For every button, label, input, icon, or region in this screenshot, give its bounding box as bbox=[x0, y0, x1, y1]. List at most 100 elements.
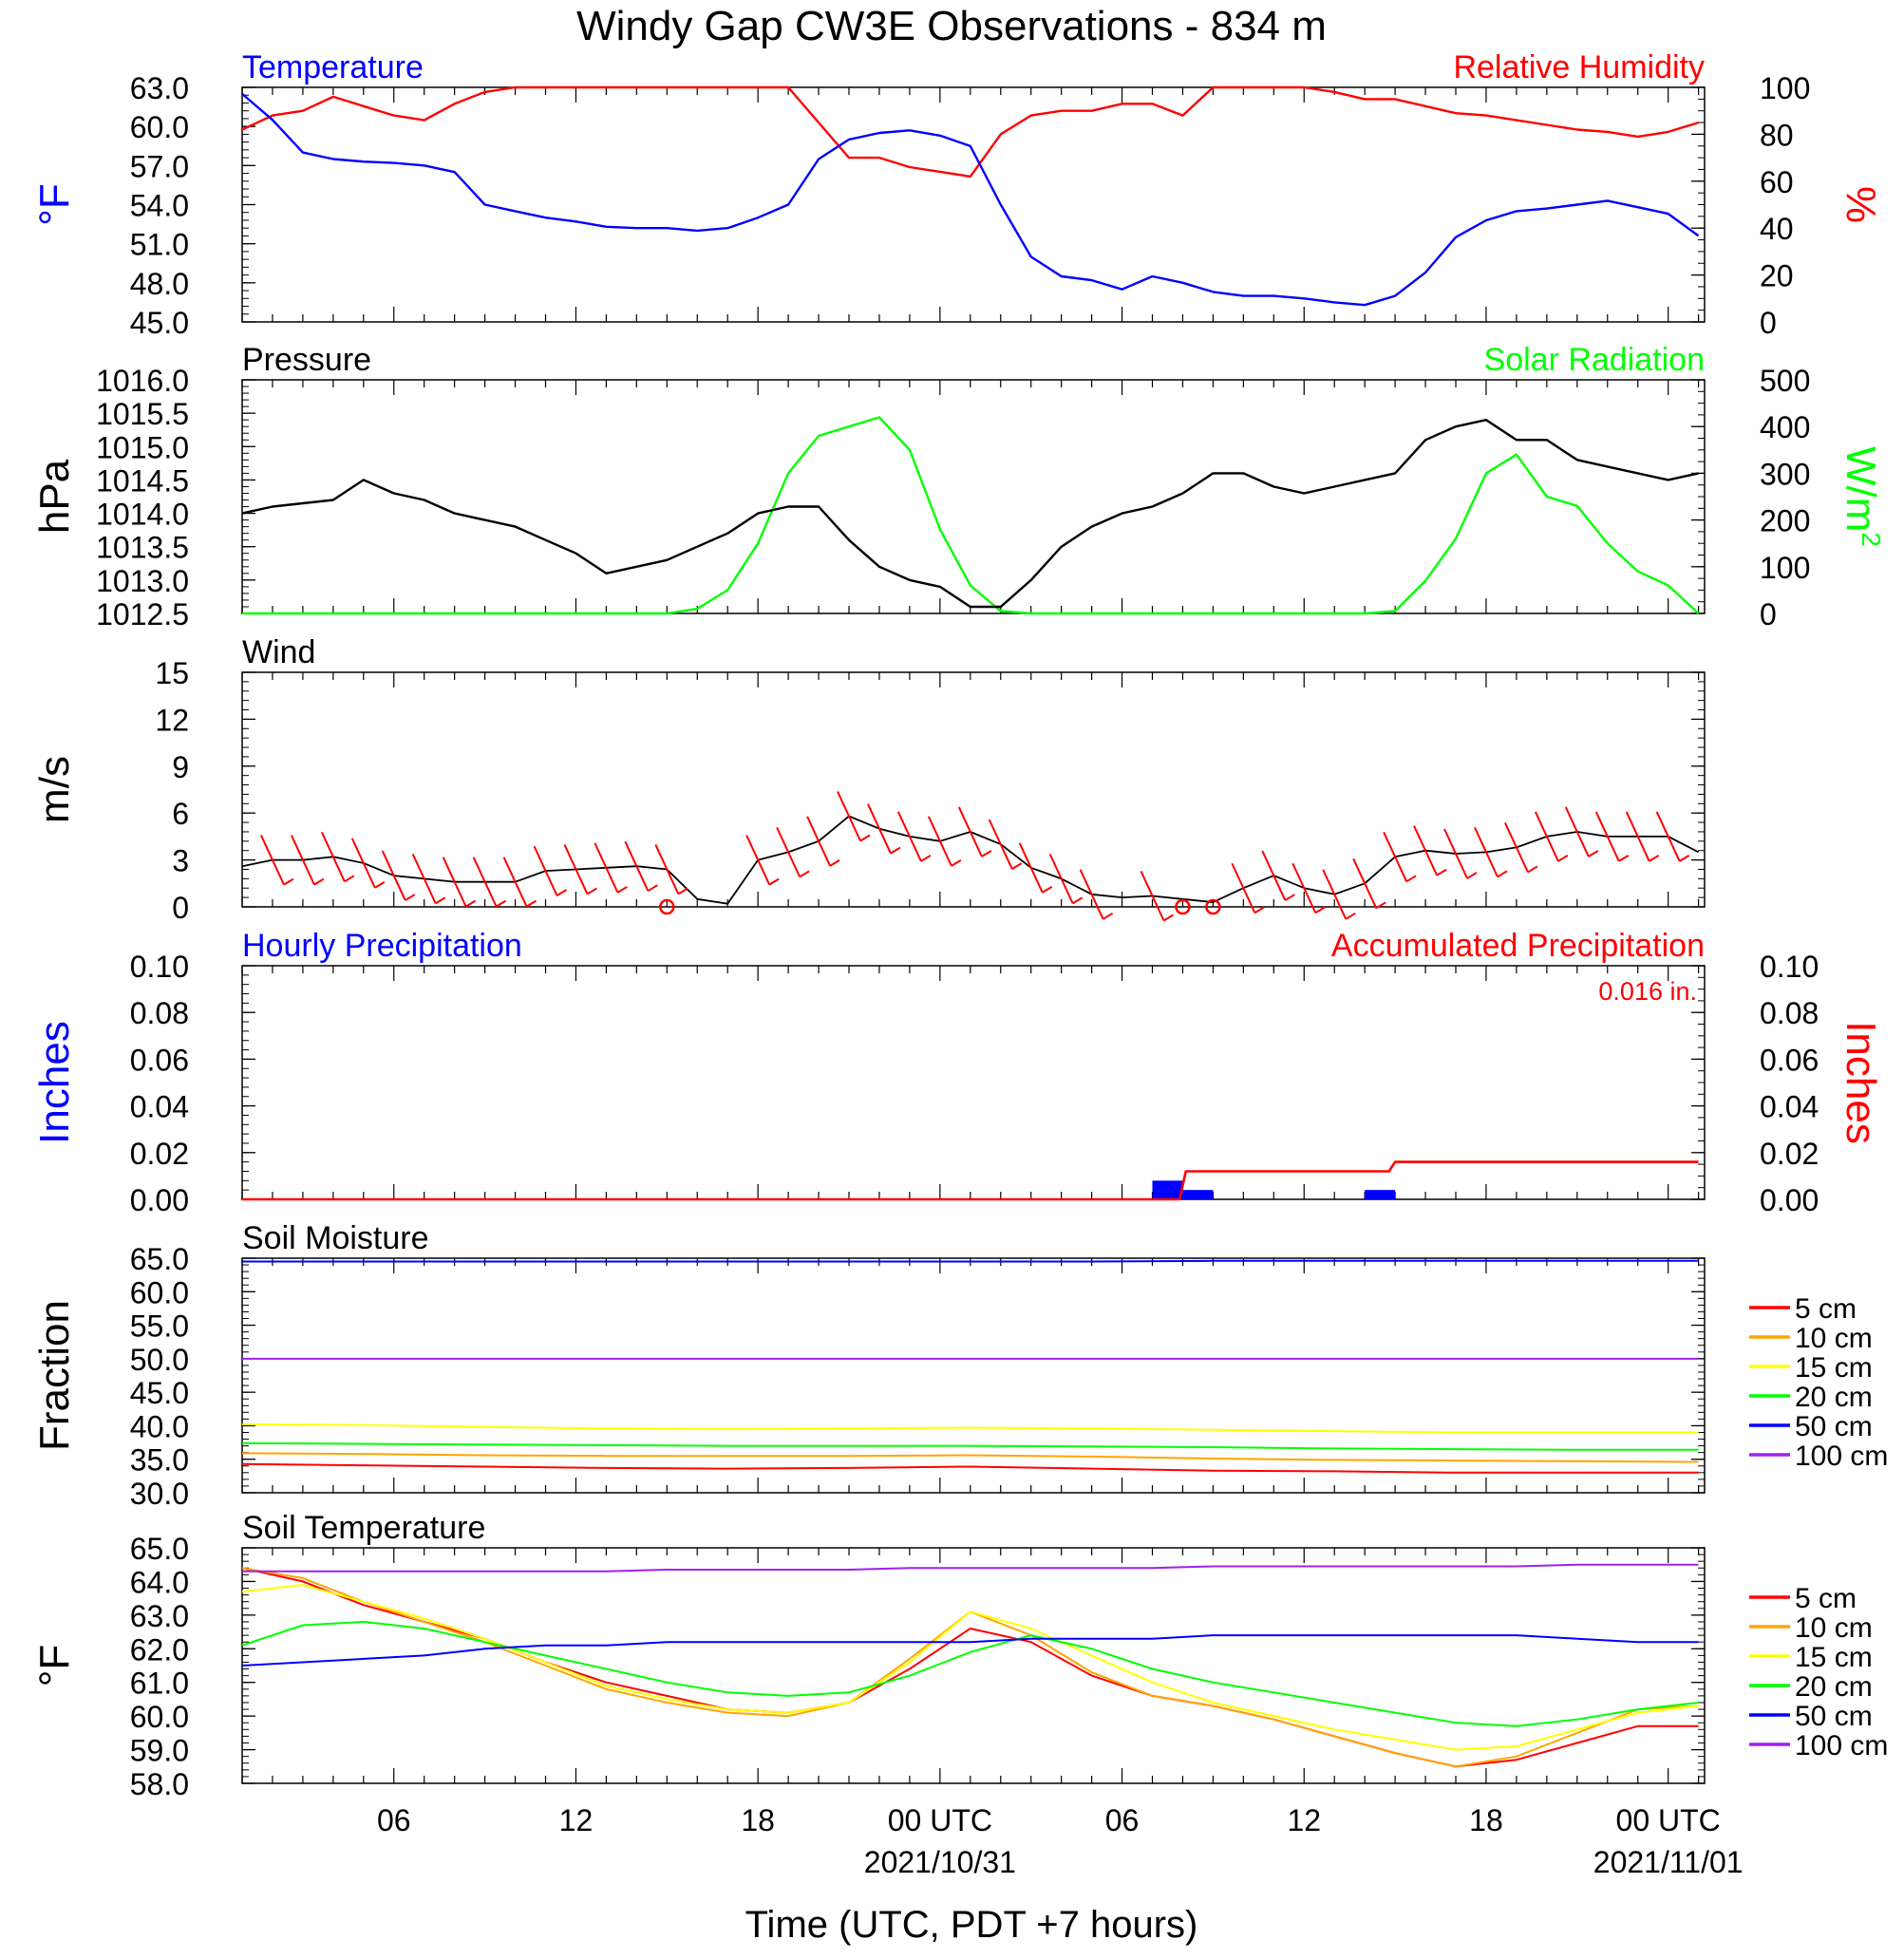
right-unit-4: Inches bbox=[1838, 1021, 1884, 1144]
y-tick-label-4: 0.10 bbox=[130, 950, 189, 984]
legend-label-5: 15 cm bbox=[1795, 1352, 1873, 1384]
wind-barb bbox=[381, 850, 406, 901]
left-unit-2: hPa bbox=[31, 459, 78, 534]
y2-tick-label-4: 0.02 bbox=[1760, 1137, 1819, 1171]
temperature-line bbox=[241, 92, 1700, 307]
soil-moisture-line-10cm bbox=[241, 1452, 1699, 1463]
panel-1-left-label: Temperature bbox=[242, 49, 424, 85]
wind-barb-flag bbox=[1557, 855, 1569, 862]
wind-barb bbox=[1352, 857, 1378, 909]
y-tick-label-6: 61.0 bbox=[130, 1667, 189, 1701]
wind-barb-flag bbox=[313, 877, 325, 886]
wind-barb-flag bbox=[1375, 901, 1386, 910]
panel-5-left-label: Soil Moisture bbox=[242, 1220, 429, 1256]
wind-barb-flag bbox=[981, 850, 992, 857]
y-tick-label-5: 30.0 bbox=[130, 1477, 189, 1511]
wind-barb bbox=[502, 857, 528, 908]
wind-barb-flag bbox=[647, 884, 658, 893]
soil-temperature-line-100cm bbox=[242, 1563, 1699, 1573]
y2-tick-label-4: 0.04 bbox=[1760, 1090, 1819, 1124]
y2-tick-label-1: 100 bbox=[1760, 71, 1810, 105]
y2-tick-label-4: 0.06 bbox=[1760, 1043, 1819, 1077]
y-tick-label-4: 0.00 bbox=[130, 1183, 189, 1217]
wind-barb bbox=[1383, 831, 1408, 882]
y-tick-label-5: 65.0 bbox=[130, 1242, 189, 1276]
y2-tick-label-2: 0 bbox=[1760, 597, 1777, 631]
x-tick-label: 12 bbox=[1287, 1803, 1321, 1837]
y-tick-label-6: 59.0 bbox=[130, 1734, 189, 1768]
x-tick-label: 06 bbox=[377, 1803, 411, 1837]
y-tick-label-3: 3 bbox=[172, 844, 189, 878]
legend-label-6: 5 cm bbox=[1795, 1583, 1857, 1614]
soil-moisture-line-15cm bbox=[241, 1423, 1699, 1434]
left-unit-3: m/s bbox=[31, 756, 78, 823]
panel-1-right-label: Relative Humidity bbox=[1453, 49, 1705, 85]
soil-temperature-line-50cm bbox=[241, 1634, 1699, 1667]
soil-temperature-line-15cm bbox=[241, 1584, 1699, 1751]
wind-barb bbox=[260, 835, 285, 886]
wind-barb-flag bbox=[951, 858, 962, 867]
wind-barb bbox=[867, 803, 892, 855]
y-tick-label-2: 1013.5 bbox=[96, 531, 189, 565]
wind-barb-flag bbox=[799, 870, 810, 878]
y2-tick-label-2: 200 bbox=[1760, 504, 1810, 538]
wind-barb-flag bbox=[1072, 896, 1084, 905]
wind-barb bbox=[1140, 871, 1165, 921]
y-tick-label-1: 54.0 bbox=[130, 189, 189, 223]
wind-barb bbox=[290, 835, 315, 886]
y-tick-label-5: 40.0 bbox=[130, 1409, 189, 1443]
soil-moisture-line-20cm bbox=[241, 1441, 1699, 1451]
wind-barb-flag bbox=[1103, 912, 1114, 920]
wind-barb bbox=[1048, 853, 1074, 904]
panel-frame-3 bbox=[241, 671, 1706, 908]
left-unit-4: Inches bbox=[31, 1021, 78, 1144]
panel-2-right-label: Solar Radiation bbox=[1484, 342, 1705, 378]
x-tick-label: 00 UTC bbox=[1616, 1803, 1721, 1837]
y-tick-label-1: 45.0 bbox=[130, 306, 189, 340]
y-tick-label-5: 55.0 bbox=[130, 1309, 189, 1344]
left-unit-5: Fraction bbox=[31, 1300, 78, 1451]
panel-4-right-label: Accumulated Precipitation bbox=[1331, 928, 1705, 964]
hourly-precip-bar bbox=[1182, 1190, 1214, 1199]
wind-barb bbox=[776, 826, 801, 877]
wind-barb-flag bbox=[616, 885, 628, 894]
wind-barb-flag bbox=[465, 899, 477, 908]
unit-superscript: 2 bbox=[1857, 532, 1886, 547]
legend-label-6: 50 cm bbox=[1795, 1701, 1873, 1732]
y2-tick-label-2: 400 bbox=[1760, 410, 1810, 444]
panel-2-left-label: Pressure bbox=[242, 342, 371, 378]
y-tick-label-2: 1014.5 bbox=[96, 463, 189, 498]
y2-tick-label-2: 100 bbox=[1760, 551, 1810, 585]
y2-tick-label-4: 0.00 bbox=[1760, 1183, 1819, 1217]
wind-barb-flag bbox=[1527, 865, 1538, 874]
accumulated-total-annotation: 0.016 in. bbox=[1598, 977, 1697, 1006]
y-tick-label-1: 60.0 bbox=[130, 110, 189, 144]
y2-tick-label-1: 0 bbox=[1760, 306, 1777, 340]
panel-6-left-label: Soil Temperature bbox=[242, 1510, 485, 1546]
wind-barb-flag bbox=[1314, 906, 1326, 914]
wind-barb bbox=[320, 831, 346, 882]
y-tick-label-3: 9 bbox=[172, 750, 189, 784]
y2-tick-label-1: 60 bbox=[1760, 165, 1794, 199]
legend-label-6: 100 cm bbox=[1795, 1730, 1888, 1761]
x-tick-label: 18 bbox=[741, 1803, 775, 1837]
wind-barb-flag bbox=[1436, 868, 1447, 876]
wind-barb bbox=[411, 853, 437, 904]
wind-barb-flag bbox=[920, 855, 932, 862]
wind-barb bbox=[533, 845, 558, 896]
wind-barb-flag bbox=[1618, 855, 1630, 862]
wind-barb-flag bbox=[556, 889, 568, 896]
wind-barb-flag bbox=[829, 858, 840, 867]
y-tick-label-1: 57.0 bbox=[130, 149, 189, 183]
y-tick-label-4: 0.02 bbox=[130, 1137, 189, 1171]
wind-barb-flag bbox=[283, 877, 294, 886]
wind-barb-flag bbox=[1679, 855, 1690, 862]
panel-frame-5 bbox=[241, 1257, 1706, 1494]
rh-line bbox=[241, 85, 1699, 179]
soil-moisture-line-5cm bbox=[241, 1462, 1699, 1474]
soil-temperature-line-20cm bbox=[241, 1620, 1699, 1727]
legend-label-5: 5 cm bbox=[1795, 1293, 1857, 1325]
wind-barb bbox=[837, 791, 861, 841]
